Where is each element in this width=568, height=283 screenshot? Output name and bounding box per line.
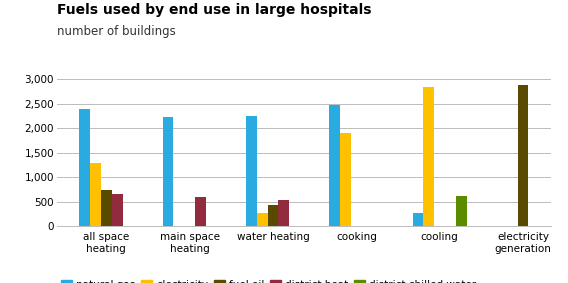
- Text: number of buildings: number of buildings: [57, 25, 176, 38]
- Bar: [412, 213, 424, 226]
- Bar: [424, 87, 435, 226]
- Bar: [162, 117, 173, 226]
- Bar: [246, 116, 257, 226]
- Legend: natural gas, electricity, fuel oil, district heat, district chilled water: natural gas, electricity, fuel oil, dist…: [57, 276, 481, 283]
- Bar: [340, 133, 351, 226]
- Bar: [268, 205, 278, 226]
- Bar: [90, 163, 101, 226]
- Bar: [80, 109, 90, 226]
- Bar: [329, 105, 340, 226]
- Bar: [112, 194, 123, 226]
- Bar: [257, 213, 268, 226]
- Bar: [456, 196, 467, 226]
- Bar: [101, 190, 112, 226]
- Bar: [195, 197, 206, 226]
- Bar: [517, 85, 528, 226]
- Bar: [278, 200, 289, 226]
- Text: Fuels used by end use in large hospitals: Fuels used by end use in large hospitals: [57, 3, 371, 17]
